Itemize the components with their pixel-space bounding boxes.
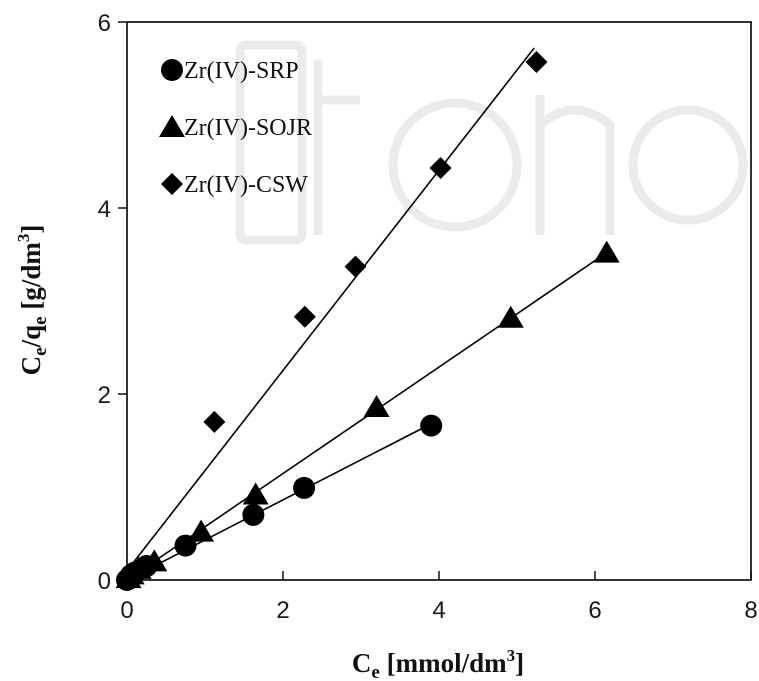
legend-label-srp: Zr(IV)-SRP: [184, 58, 299, 84]
legend-diamond-shape: [161, 173, 183, 195]
watermark: [235, 40, 748, 245]
legend-circle-marker: [161, 59, 183, 81]
y-title-q-sub: e: [30, 316, 51, 324]
diamond-point: [203, 410, 226, 433]
y-tick-label: 0: [98, 568, 111, 595]
diamond-point: [429, 157, 452, 180]
legend-triangle-marker: [159, 115, 185, 137]
diamond-point: [293, 305, 316, 328]
diamond-point: [525, 50, 548, 73]
fit-line: [126, 47, 535, 572]
y-title-c: C: [16, 356, 46, 376]
x-tick-label: 4: [432, 597, 445, 624]
y-tick-label: 4: [98, 196, 111, 223]
y-axis-title: Ce/qe [g/dm3]: [14, 225, 51, 376]
legend-item-srp: Zr(IV)-SRP: [161, 58, 299, 84]
legend-label-sojr: Zr(IV)-SOJR: [184, 115, 312, 141]
x-title-close: ]: [515, 648, 524, 678]
diamond-point: [344, 255, 367, 278]
x-tick-label: 8: [744, 597, 757, 624]
x-tick-label: 6: [588, 597, 601, 624]
legend-item-sojr: Zr(IV)-SOJR: [159, 115, 312, 141]
x-title-units: [mmol/dm: [380, 648, 507, 678]
triangle-point: [593, 240, 620, 263]
legend: Zr(IV)-SRP Zr(IV)-SOJR Zr(IV)-CSW: [159, 58, 312, 198]
legend-label-csw: Zr(IV)-CSW: [184, 172, 308, 198]
y-title-units: [g/dm: [16, 242, 46, 317]
legend-triangle-shape: [159, 115, 185, 137]
triangle-point: [497, 305, 524, 328]
x-title-sub: e: [371, 662, 379, 681]
circle-point: [293, 476, 316, 499]
y-axis: 0 2 4 6: [98, 10, 127, 595]
legend-diamond-marker: [161, 173, 183, 195]
circle-point: [420, 414, 443, 437]
x-axis-title: Ce [mmol/dm3]: [352, 646, 524, 681]
diamond-point: [125, 559, 148, 582]
legend-item-csw: Zr(IV)-CSW: [161, 172, 308, 198]
y-tick-label: 2: [98, 382, 111, 409]
triangle-point: [188, 519, 215, 542]
y-title-close: ]: [16, 225, 46, 234]
circle-point: [242, 503, 265, 526]
y-title-slash-q: /q: [16, 325, 46, 349]
legend-circle-shape: [161, 59, 183, 81]
triangle-point: [363, 395, 390, 418]
x-title-c: C: [352, 648, 372, 678]
fit-line: [126, 423, 432, 581]
y-title-sup: 3: [14, 234, 33, 243]
x-axis: 0 2 4 6 8: [120, 571, 758, 624]
y-tick-label: 6: [98, 10, 111, 37]
data-markers: [115, 50, 620, 591]
triangle-point: [242, 482, 269, 505]
triangle-point: [141, 549, 168, 572]
x-tick-label: 2: [276, 597, 289, 624]
x-title-sup: 3: [507, 646, 516, 665]
y-title-c-sub: e: [30, 347, 51, 355]
x-tick-label: 0: [120, 597, 133, 624]
